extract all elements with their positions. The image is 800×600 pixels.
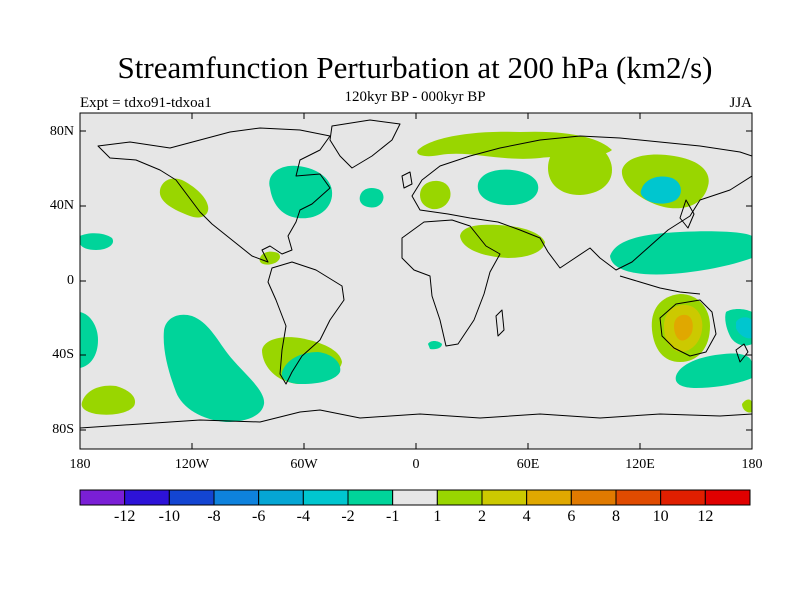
- south-america-coast: [267, 261, 345, 385]
- colorbar-swatch: [347, 489, 394, 506]
- australia-coast: [659, 299, 717, 357]
- colorbar-swatch: [392, 489, 438, 506]
- colorbar-label: -10: [158, 508, 180, 525]
- colorbar-swatch: [79, 489, 126, 506]
- colorbar-label: 12: [697, 508, 714, 525]
- anomaly-east-pacific: [163, 314, 265, 422]
- season-label: JJA: [729, 95, 752, 111]
- lon-label-120e: 120E: [625, 457, 655, 472]
- anomaly-fields: [80, 119, 752, 429]
- colorbar-label: 1: [433, 508, 442, 525]
- latitude-ticks: [80, 130, 752, 431]
- anomaly-tasman-core: [736, 317, 752, 339]
- map-panel: [79, 112, 753, 450]
- antarctica-coast: [80, 409, 752, 429]
- japan-coast: [679, 199, 695, 229]
- lon-label-60w: 60W: [290, 457, 318, 472]
- greenland-coast: [329, 119, 401, 169]
- colorbar-label: 4: [522, 508, 531, 525]
- colorbar-label: 8: [612, 508, 620, 525]
- lat-label-equator: 0: [67, 273, 74, 288]
- anomaly-west-pacific-south: [80, 312, 98, 368]
- indonesia-coast: [619, 275, 701, 295]
- colorbar-label: -1: [385, 508, 400, 525]
- colorbar-swatch: [704, 489, 751, 506]
- uk-coast: [401, 171, 413, 189]
- madagascar-coast: [495, 309, 505, 337]
- lon-label-180w: 180: [69, 457, 91, 472]
- anomaly-south-pacific: [81, 385, 136, 415]
- anomaly-south-america-south: [281, 352, 341, 384]
- anomaly-east-asia-band: [610, 231, 752, 275]
- colorbar-label: -12: [113, 508, 136, 525]
- longitude-ticks: [79, 113, 753, 449]
- experiment-label: Expt = tdxo91-tdxoa1: [80, 95, 212, 111]
- anomaly-arctic-siberia: [548, 140, 612, 195]
- lon-label-120w: 120W: [174, 457, 210, 472]
- lon-label-60e: 60E: [516, 457, 540, 472]
- anomaly-south-indian-tip: [742, 399, 752, 413]
- anomaly-eurasia-north: [477, 169, 539, 206]
- eurasia-coast: [411, 135, 752, 271]
- colorbar-label: 6: [567, 508, 576, 525]
- colorbar-label: -6: [251, 508, 266, 525]
- anomaly-north-america-west: [159, 178, 209, 218]
- lat-label-80s: 80S: [52, 422, 74, 437]
- colorbar-swatch: [124, 489, 170, 506]
- colorbar-label: -4: [296, 508, 310, 525]
- anomaly-australia-core: [674, 314, 693, 341]
- colorbar-label: -8: [207, 508, 221, 525]
- colorbar-swatch: [526, 489, 572, 506]
- anomaly-west-pacific-north: [80, 233, 114, 250]
- lon-label-180e: 180: [741, 457, 763, 472]
- lat-label-80n: 80N: [49, 124, 74, 139]
- colorbar: [79, 489, 751, 506]
- anomaly-greenland-north-atlantic: [269, 165, 333, 219]
- colorbar-swatch: [660, 489, 706, 506]
- colorbar-label: 10: [652, 508, 669, 525]
- anomaly-middle-east: [460, 224, 545, 258]
- colorbar-swatch: [168, 489, 215, 506]
- anomaly-tropical-atlantic: [428, 341, 442, 350]
- colorbar-swatch: [481, 489, 528, 506]
- colorbar-swatch: [570, 489, 617, 506]
- coastlines: [80, 119, 752, 429]
- colorbar-swatch: [213, 489, 260, 506]
- page-title: Streamfunction Perturbation at 200 hPa (…: [117, 50, 713, 85]
- africa-coast: [401, 219, 501, 347]
- colorbar-label: 2: [478, 508, 486, 525]
- anomaly-europe: [420, 180, 451, 210]
- colorbar-swatch: [615, 489, 662, 506]
- subtitle: 120kyr BP - 000kyr BP: [344, 89, 486, 105]
- lat-label-40s: 40S: [52, 347, 74, 362]
- colorbar-label: -2: [341, 508, 355, 525]
- colorbar-swatch: [258, 489, 304, 506]
- colorbar-swatch: [302, 489, 349, 506]
- north-america-coast: [97, 127, 331, 263]
- lat-label-40n: 40N: [49, 198, 74, 213]
- anomaly-southern-ocean-indian: [675, 353, 752, 388]
- new-zealand-coast: [735, 343, 749, 363]
- colorbar-swatch: [436, 489, 483, 506]
- lon-label-0: 0: [412, 457, 420, 472]
- anomaly-east-asia-core: [640, 176, 681, 204]
- anomaly-mid-atlantic: [359, 188, 384, 208]
